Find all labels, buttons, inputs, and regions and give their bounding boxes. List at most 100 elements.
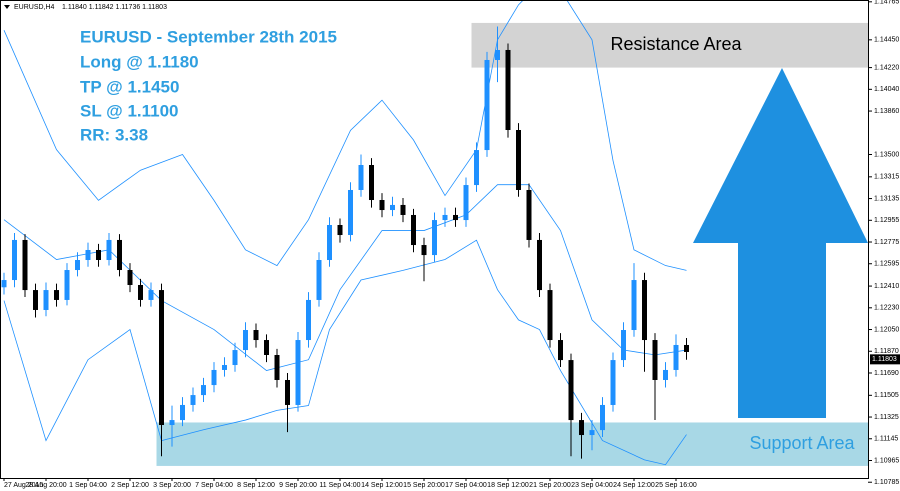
y-tick-label: 1.12595: [874, 261, 899, 268]
candle-body: [148, 290, 154, 300]
ohlc-text: 1.11840 1.11842 1.11736 1.11803: [62, 4, 167, 11]
candle-body: [379, 200, 385, 211]
candle-body: [316, 260, 322, 300]
candle-body: [1, 280, 7, 288]
candle-body: [600, 404, 605, 431]
candle-body: [684, 344, 689, 352]
candle-body: [96, 249, 101, 261]
candle-body: [400, 204, 406, 215]
candle-body: [547, 290, 553, 341]
candle-body: [232, 350, 238, 366]
candle-body: [642, 280, 647, 341]
y-tick-label: 1.12410: [874, 283, 899, 290]
band-line: [3, 1, 687, 271]
y-tick-label: 1.10965: [874, 457, 899, 464]
candle-body: [558, 340, 563, 361]
trade-notes: EURUSD - September 28th 2015 Long @ 1.11…: [80, 27, 337, 144]
candle-body: [568, 360, 574, 421]
candle-body: [579, 420, 584, 436]
y-tick-label: 1.11325: [874, 414, 899, 421]
candle-body: [253, 330, 259, 341]
candle-body: [411, 214, 416, 246]
y-tick-label: 1.14040: [874, 86, 899, 93]
zone-label: Support Area: [749, 433, 855, 453]
candle-body: [505, 49, 511, 131]
x-tick-label: 24 Sep 12:00: [613, 482, 655, 489]
up-arrow: [693, 68, 868, 418]
last-price-box: [870, 354, 900, 365]
candle-body: [180, 404, 185, 421]
candle-body: [306, 299, 311, 341]
candle-body: [673, 344, 679, 370]
x-tick-label: 25 Sep 16:00: [655, 482, 697, 489]
x-tick-label: 11 Sep 04:00: [319, 482, 360, 489]
candle-body: [358, 165, 364, 190]
band-line: [3, 239, 687, 466]
plot-area: [1, 1, 689, 466]
candle-body: [127, 270, 133, 285]
candle-body: [211, 369, 217, 386]
candle-body: [516, 130, 521, 190]
candle-body: [348, 189, 353, 236]
zone: [156, 422, 868, 466]
candle-body: [484, 59, 490, 151]
candle-body: [106, 239, 112, 261]
y-tick-label: 1.11690: [874, 370, 899, 377]
y-tick-label: 1.12230: [874, 305, 899, 312]
candle-body: [474, 150, 479, 186]
x-tick-label: 2 Sep 12:00: [111, 482, 149, 489]
y-tick-label: 1.12775: [874, 239, 899, 246]
y-tick-label: 1.10785: [874, 479, 899, 486]
candle-body: [463, 185, 469, 221]
note-title: EURUSD - September 28th 2015: [80, 27, 337, 46]
y-tick-label: 1.11870: [874, 348, 899, 355]
zone-label: Resistance Area: [610, 34, 742, 54]
y-tick-label: 1.13315: [874, 174, 899, 181]
y-tick-label: 1.13500: [874, 151, 899, 158]
candle-body: [537, 239, 542, 291]
candle-body: [369, 165, 374, 201]
candle-body: [64, 270, 70, 300]
candle-body: [495, 49, 500, 60]
x-tick-label: 27 Aug 2015: [4, 482, 43, 489]
candle-body: [652, 340, 658, 380]
candle-body: [54, 290, 59, 300]
symbol: EURUSD,H4: [14, 4, 55, 11]
menu-triangle: [4, 5, 10, 9]
x-tick-label: 14 Sep 12:00: [361, 482, 403, 489]
x-tick-label: 3 Sep 20:00: [153, 482, 191, 489]
candle-body: [589, 430, 595, 436]
last-price-label: 1.11803: [872, 356, 897, 363]
candle-body: [201, 385, 206, 396]
note-tp: TP @ 1.1450: [80, 77, 179, 96]
candle-body: [526, 189, 532, 240]
candle-body: [337, 224, 343, 236]
y-tick-label: 1.12050: [874, 326, 899, 333]
y-tick-label: 1.14220: [874, 64, 899, 71]
candle-body: [442, 214, 448, 221]
candle-body: [169, 420, 175, 426]
y-tick-label: 1.14765: [874, 0, 899, 6]
y-tick-label: 1.14450: [874, 37, 899, 44]
candle-body: [190, 395, 196, 405]
candle-body: [621, 330, 626, 361]
zones: [156, 22, 868, 466]
candle-body: [12, 239, 17, 281]
candle-body: [75, 260, 80, 271]
candle-body: [327, 224, 332, 261]
candle-body: [432, 220, 437, 256]
candle-body: [117, 239, 122, 271]
x-tick-label: 15 Sep 20:00: [403, 482, 445, 489]
y-tick-label: 1.12955: [874, 217, 899, 224]
x-tick-label: 21 Sep 20:00: [529, 482, 571, 489]
candle-body: [663, 369, 668, 380]
candle-body: [421, 245, 427, 256]
candle-body: [33, 290, 38, 310]
plot-border: [0, 0, 869, 479]
y-tick-label: 1.11505: [874, 392, 899, 399]
candle-body: [264, 340, 269, 355]
candle-body: [453, 214, 458, 221]
candle-body: [631, 280, 637, 331]
y-tick-label: 1.13860: [874, 108, 899, 115]
